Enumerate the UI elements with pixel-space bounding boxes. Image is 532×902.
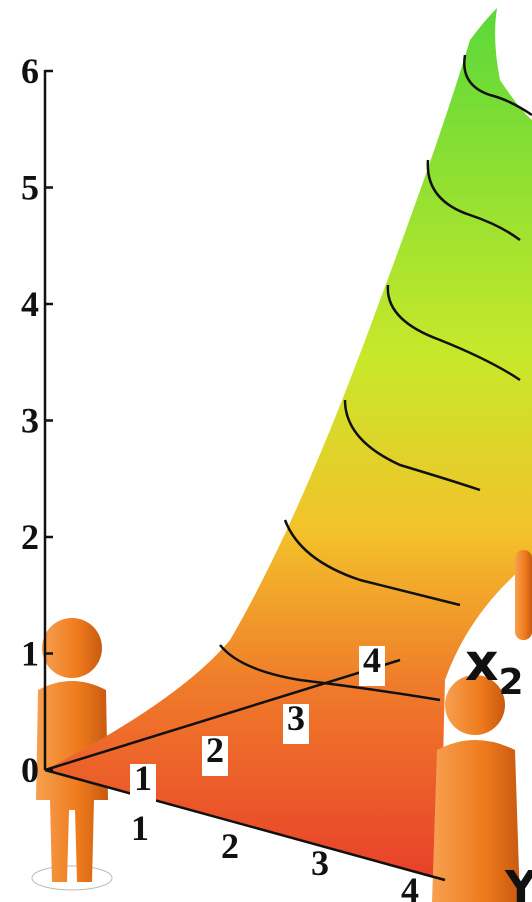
surface (45, 8, 532, 880)
vertical-tick-label: 0 (21, 750, 39, 790)
depth-tick-label: 4 (363, 640, 381, 680)
depth-tick-label: 1 (134, 758, 152, 798)
label-box (202, 736, 228, 776)
depth-tick-label: 3 (287, 698, 305, 738)
depth-axis-name: x2 (465, 633, 524, 703)
front-axis-name: Y (504, 862, 532, 902)
front-tick-label: 1 (131, 808, 149, 848)
vertical-tick-label: 3 (21, 401, 39, 441)
vertical-tick-label: 5 (21, 168, 39, 208)
vertical-tick-label: 4 (21, 284, 39, 324)
vertical-tick-label: 1 (21, 634, 39, 674)
contour-lines (219, 54, 532, 702)
vertical-tick-label: 2 (21, 517, 39, 557)
front-tick-label: 2 (221, 826, 239, 866)
front-tick-label: 4 (401, 870, 419, 902)
front-tick-label: 3 (311, 843, 329, 883)
label-box (130, 764, 156, 804)
person-figure (31, 618, 113, 891)
depth-tick-label: 2 (206, 730, 224, 770)
vertical-tick-label: 6 (21, 51, 39, 91)
label-box (359, 646, 385, 686)
label-box (283, 704, 309, 744)
person-figure (432, 550, 532, 902)
